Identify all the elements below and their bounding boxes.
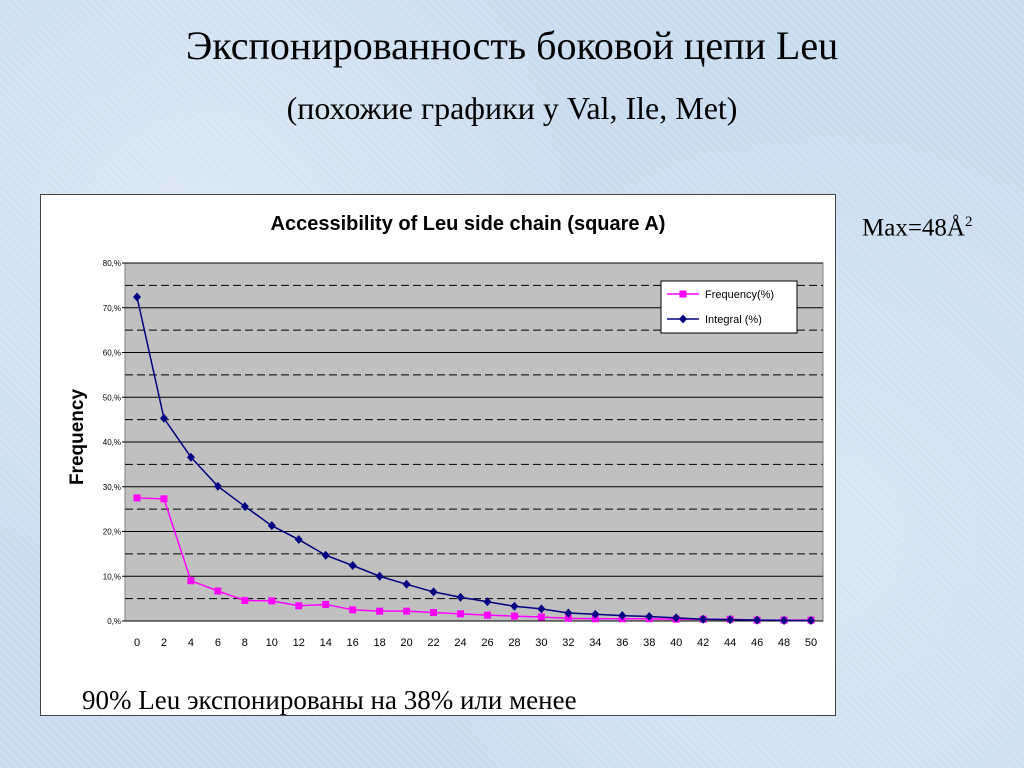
data-point-integral [807,616,815,626]
y-tick-label: 50,% [103,393,121,402]
x-tick-label: 38 [643,637,655,649]
max-note-text: Max=48Å [862,214,965,242]
data-point-frequency [483,611,491,619]
data-point-frequency [457,610,465,618]
x-tick-label: 0 [134,637,140,649]
data-point-frequency [322,600,330,608]
max-note-superscript: 2 [964,214,973,230]
data-point-integral [564,608,573,618]
data-point-integral [294,535,303,545]
y-tick-label: 70,% [103,304,121,313]
accessibility-chart: Accessibility of Leu side chain (square … [67,213,824,649]
x-tick-label: 32 [562,637,574,649]
data-point-frequency [295,602,303,610]
data-point-integral [510,601,519,611]
data-point-integral [186,452,195,462]
data-point-integral [348,561,357,571]
max-note: Max=48Å2 [862,214,972,242]
y-tick-label: 40,% [103,438,121,447]
y-tick-label: 0,% [107,617,121,626]
data-point-integral [375,571,384,581]
y-tick-label: 80,% [103,259,121,268]
data-point-frequency [187,577,195,585]
data-point-integral [591,609,600,619]
chart-legend: Frequency(%) Integral (%) [660,280,798,334]
y-tick-label: 20,% [103,528,121,537]
data-point-frequency [403,607,411,615]
data-point-frequency [349,606,357,614]
footnote: 90% Leu экспонированы на 38% или менее [82,685,577,715]
x-tick-label: 6 [215,637,221,649]
slide-title: Экспонированность боковой цепи Leu [185,23,839,68]
legend-marker-integral [679,314,687,324]
x-tick-label: 24 [454,637,466,649]
data-point-integral [429,587,438,597]
x-tick-label: 16 [347,637,359,649]
data-point-frequency [268,597,276,605]
data-point-integral [618,611,627,621]
legend-label: Integral (%) [705,314,762,326]
data-point-integral [537,604,546,614]
data-point-frequency [430,608,438,616]
x-tick-label: 4 [188,637,194,649]
data-point-frequency [160,495,168,503]
legend-marker-frequency [679,290,687,298]
data-point-integral [159,413,168,423]
data-point-frequency [564,614,572,622]
x-tick-label: 28 [508,637,520,649]
x-tick-label: 40 [670,637,682,649]
y-tick-label: 60,% [103,349,121,358]
x-tick-label: 36 [616,637,628,649]
data-point-integral [240,501,249,511]
y-tick-label: 30,% [103,483,121,492]
data-point-frequency [241,596,249,604]
x-tick-label: 20 [400,637,412,649]
data-point-integral [780,616,789,626]
legend-box [660,280,798,334]
x-tick-label: 10 [266,637,278,649]
x-tick-label: 44 [724,637,736,649]
data-point-integral [699,614,708,624]
data-point-frequency [537,613,545,621]
y-axis-label: Frequency [67,389,88,486]
x-tick-label: 46 [751,637,763,649]
data-point-integral [402,579,411,589]
legend-label: Frequency(%) [705,289,774,301]
x-tick-label: 8 [242,637,248,649]
data-point-integral [726,615,735,625]
x-tick-label: 2 [161,637,167,649]
data-point-integral [672,613,681,623]
x-tick-label: 48 [778,637,790,649]
x-tick-label: 22 [427,637,439,649]
chart-frame: Accessibility of Leu side chain (square … [40,194,836,716]
chart-title: Accessibility of Leu side chain (square … [271,213,666,235]
series-line-integral [136,296,811,622]
x-tick-label: 50 [805,637,817,649]
x-tick-label: 42 [697,637,709,649]
x-tick-label: 30 [535,637,547,649]
x-tick-label: 14 [320,637,332,649]
data-point-integral [133,292,141,302]
data-point-integral [753,615,762,625]
data-point-integral [456,592,465,602]
data-point-integral [213,481,222,491]
data-point-integral [645,612,654,622]
x-tick-label: 18 [374,637,386,649]
data-point-integral [321,550,330,560]
data-point-integral [267,521,276,531]
data-point-frequency [133,494,141,502]
data-point-frequency [214,587,222,595]
y-tick-label: 10,% [103,572,121,581]
slide-subtitle: (похожие графики у Val, Ile, Met) [286,90,738,126]
x-tick-label: 12 [293,637,305,649]
data-point-frequency [376,607,384,615]
x-tick-label: 34 [589,637,601,649]
data-point-integral [483,597,492,607]
data-point-frequency [510,612,518,620]
x-tick-label: 26 [481,637,493,649]
